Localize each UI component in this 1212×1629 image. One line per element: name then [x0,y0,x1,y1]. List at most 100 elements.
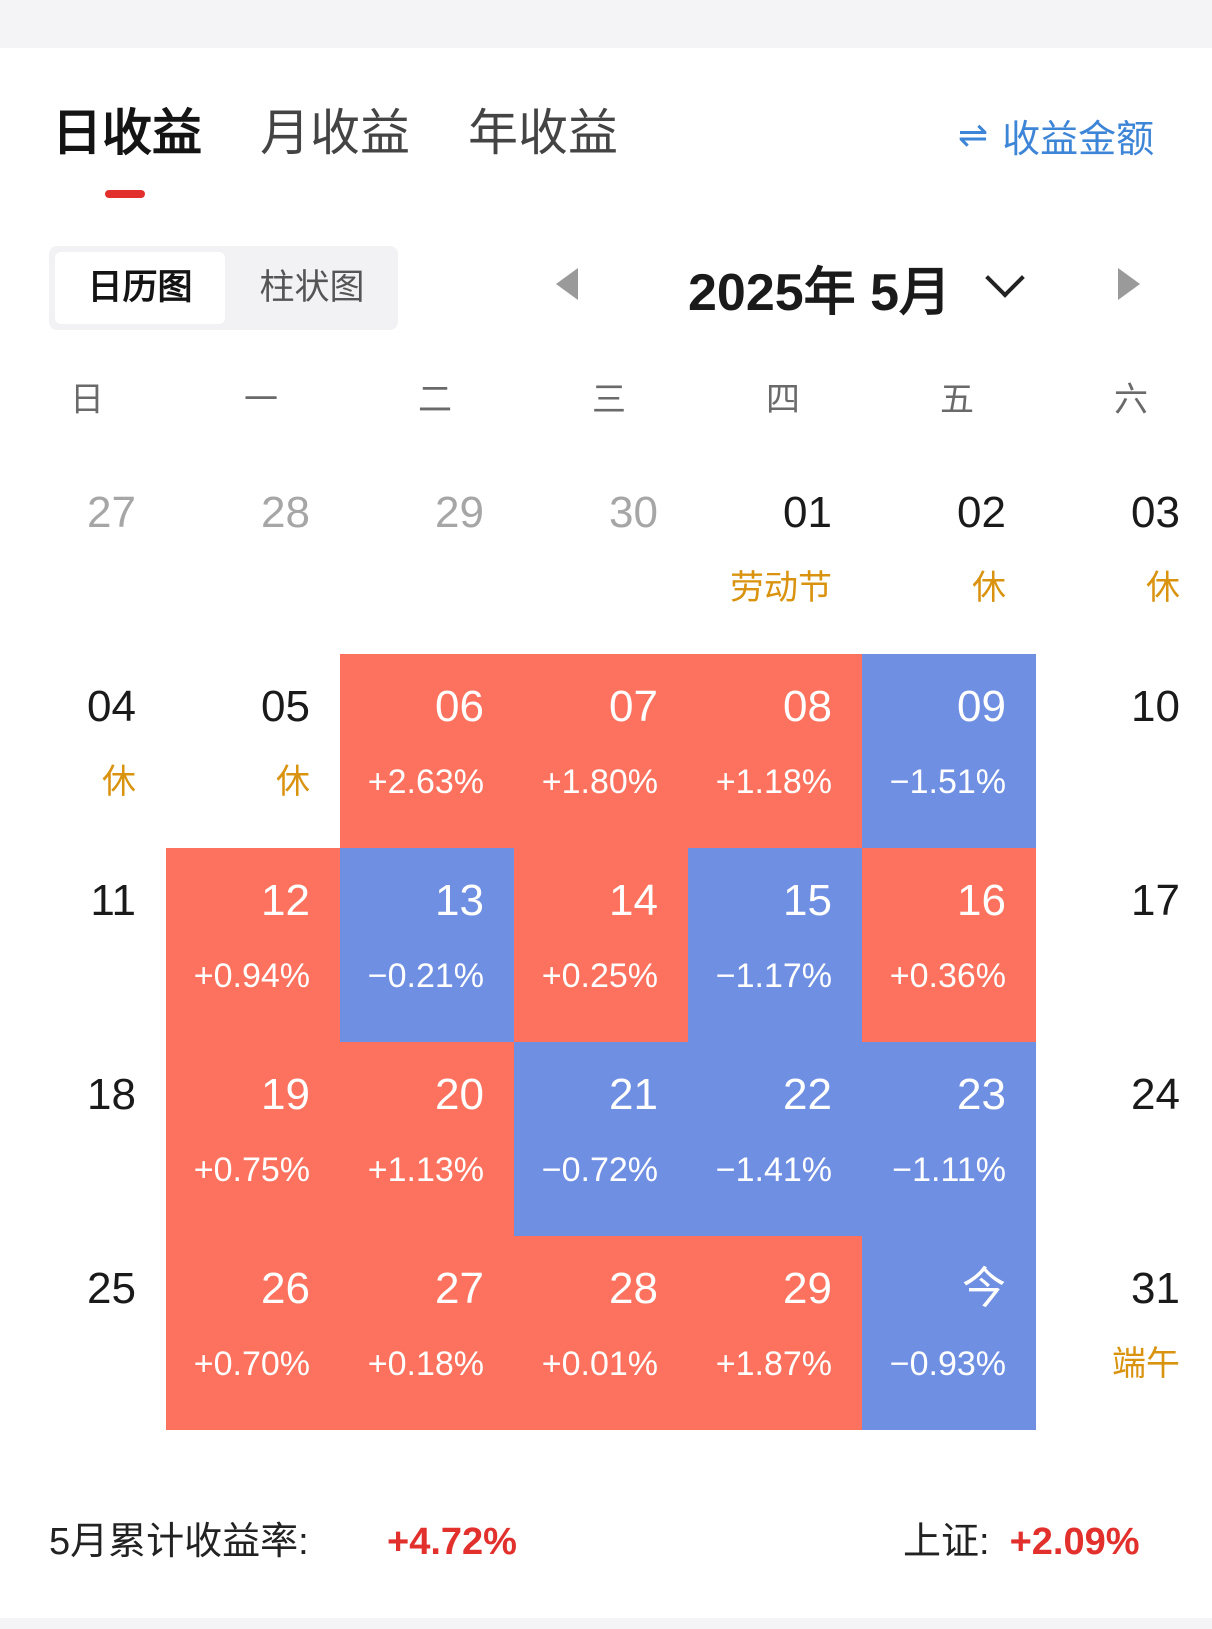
view-mode-toggle: 日历图 柱状图 [49,246,398,330]
day-number: 30 [609,488,658,537]
day-number: 31 [1131,1264,1180,1313]
active-tab-indicator [105,190,145,198]
calendar-day-cell[interactable]: 29 +1.87% [688,1236,862,1430]
holiday-label: 休 [276,763,310,801]
swap-arrows-icon: ⇌ [958,114,989,155]
calendar-day-cell[interactable]: 今 −0.93% [862,1236,1036,1430]
calendar-day-cell[interactable]: 05 休 [166,654,340,848]
calendar-day-cell[interactable]: 07 +1.80% [514,654,688,848]
index-label: 上证: [903,1521,990,1563]
shanghai-index-return: 上证: +2.09% [903,1514,1140,1570]
next-month-icon[interactable] [1118,268,1140,300]
day-number: 11 [90,876,136,925]
day-number: 今 [962,1264,1006,1313]
day-number: 05 [261,682,310,731]
day-number: 06 [435,682,484,731]
daily-return-value: +0.36% [889,957,1006,995]
calendar-day-cell[interactable]: 28 +0.01% [514,1236,688,1430]
calendar-day-cell[interactable]: 24 [1036,1042,1210,1236]
month-selector[interactable]: 2025年 5月 [688,252,1025,322]
day-number: 28 [609,1264,658,1313]
weekday-label: 三 [592,381,626,419]
day-number: 23 [957,1070,1006,1119]
calendar-view-button[interactable]: 日历图 [55,252,225,324]
calendar-day-cell[interactable]: 11 [0,848,166,1042]
daily-return-value: +0.70% [193,1345,310,1383]
calendar-day-cell[interactable]: 22 −1.41% [688,1042,862,1236]
calendar-day-cell[interactable]: 06 +2.63% [340,654,514,848]
prev-month-icon[interactable] [556,268,578,300]
daily-return-value: −1.41% [715,1151,832,1189]
weekday-label: 五 [940,381,974,419]
daily-return-value: +1.13% [367,1151,484,1189]
daily-return-value: −0.72% [541,1151,658,1189]
tab-monthly-return[interactable]: 月收益 [260,105,410,161]
weekday-label: 六 [1114,381,1148,419]
calendar-day-cell[interactable]: 04 休 [0,654,166,848]
daily-return-value: −0.93% [889,1345,1006,1383]
day-number: 22 [783,1070,832,1119]
calendar-day-cell[interactable]: 28 [166,460,340,654]
weekday-label: 二 [418,381,452,419]
calendar-day-cell[interactable]: 27 [0,460,166,654]
month-label: 2025年 5月 [688,263,952,322]
holiday-label: 休 [972,569,1006,607]
calendar-day-cell[interactable]: 31 端午 [1036,1236,1210,1430]
day-number: 04 [87,682,136,731]
daily-return-value: +0.01% [541,1345,658,1383]
holiday-label: 劳动节 [730,569,832,607]
day-number: 13 [435,876,484,925]
day-number: 01 [783,488,832,537]
day-number: 09 [957,682,1006,731]
calendar-day-cell[interactable]: 17 [1036,848,1210,1042]
calendar-day-cell[interactable]: 27 +0.18% [340,1236,514,1430]
calendar-day-cell[interactable]: 09 −1.51% [862,654,1036,848]
calendar-day-cell[interactable]: 29 [340,460,514,654]
calendar-day-cell[interactable]: 21 −0.72% [514,1042,688,1236]
calendar-day-cell[interactable]: 13 −0.21% [340,848,514,1042]
calendar-day-cell[interactable]: 18 [0,1042,166,1236]
bar-chart-view-button[interactable]: 柱状图 [259,268,365,307]
calendar-day-cell[interactable]: 08 +1.18% [688,654,862,848]
calendar-day-cell[interactable]: 02 休 [862,460,1036,654]
day-number: 26 [261,1264,310,1313]
day-number: 08 [783,682,832,731]
monthly-return-label: 5月累计收益率: [49,1521,309,1563]
return-amount-toggle-label: 收益金额 [1002,118,1155,161]
daily-return-value: +1.18% [715,763,832,801]
calendar-day-cell[interactable]: 14 +0.25% [514,848,688,1042]
daily-return-value: +2.63% [367,763,484,801]
top-divider-strip [0,0,1212,48]
calendar-day-cell[interactable]: 19 +0.75% [166,1042,340,1236]
tab-daily-return[interactable]: 日收益 [52,105,202,161]
calendar-day-cell[interactable]: 26 +0.70% [166,1236,340,1430]
bottom-divider-strip [0,1618,1212,1629]
tab-yearly-return[interactable]: 年收益 [468,105,618,161]
day-number: 29 [435,488,484,537]
calendar-day-cell[interactable]: 03 休 [1036,460,1210,654]
daily-return-value: −1.11% [892,1151,1006,1189]
index-value: +2.09% [1009,1521,1140,1563]
holiday-label: 端午 [1112,1345,1180,1383]
return-amount-toggle[interactable]: ⇌ 收益金额 [958,110,1155,161]
daily-return-value: −0.21% [367,957,484,995]
day-number: 21 [609,1070,658,1119]
daily-return-value: +0.25% [541,957,658,995]
calendar-day-cell[interactable]: 23 −1.11% [862,1042,1036,1236]
calendar-day-cell[interactable]: 20 +1.13% [340,1042,514,1236]
calendar-day-cell[interactable]: 10 [1036,654,1210,848]
day-number: 14 [609,876,658,925]
daily-return-value: +1.80% [541,763,658,801]
calendar-day-cell[interactable]: 16 +0.36% [862,848,1036,1042]
daily-return-value: +0.18% [367,1345,484,1383]
day-number: 02 [957,488,1006,537]
calendar-day-cell[interactable]: 12 +0.94% [166,848,340,1042]
chevron-down-icon [985,258,1025,298]
calendar-day-cell[interactable]: 01 劳动节 [688,460,862,654]
calendar-day-cell[interactable]: 30 [514,460,688,654]
calendar-day-cell[interactable]: 15 −1.17% [688,848,862,1042]
weekday-header: 日 一 二 三 四 五 六 [0,370,1212,430]
day-number: 27 [87,488,136,537]
day-number: 16 [957,876,1006,925]
calendar-day-cell[interactable]: 25 [0,1236,166,1430]
